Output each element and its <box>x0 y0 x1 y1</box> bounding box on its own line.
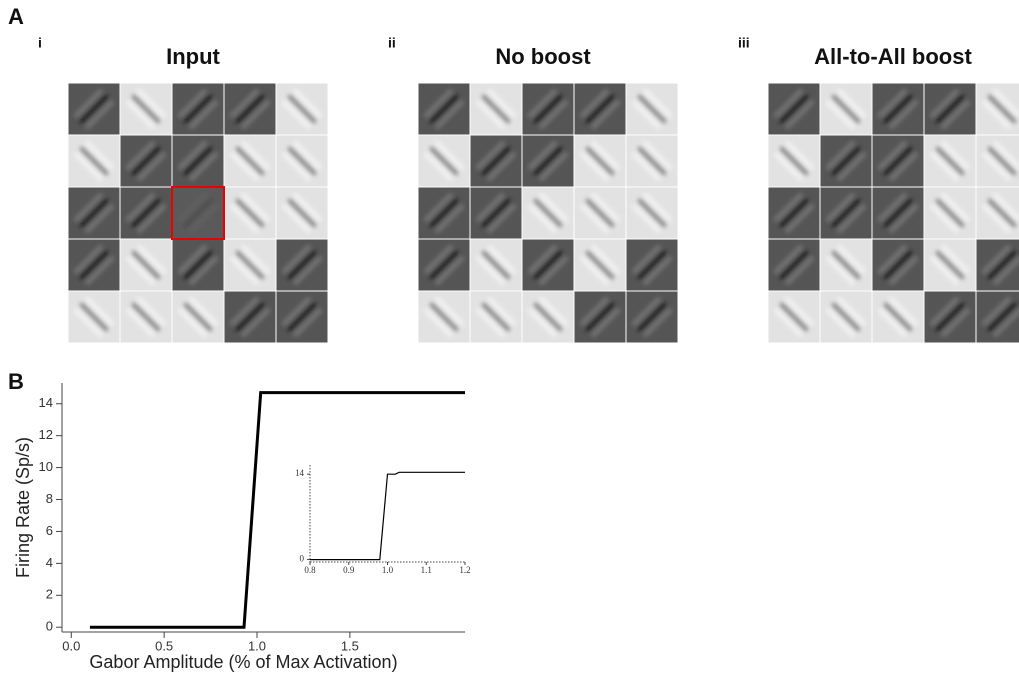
x-tick-label: 1.1 <box>421 565 432 575</box>
y-tick-label: 0 <box>46 619 53 634</box>
panel-numeral: i <box>38 35 42 51</box>
x-tick-label: 0.9 <box>343 565 355 575</box>
y-tick-label: 14 <box>295 468 305 478</box>
y-tick-label: 4 <box>46 555 53 570</box>
y-tick-label: 8 <box>46 491 53 506</box>
x-tick-label: 0.8 <box>304 565 316 575</box>
gabor-grid <box>768 83 1019 343</box>
y-tick-label: 10 <box>39 459 53 474</box>
panel-label: A <box>8 4 24 29</box>
x-tick-label: 0.0 <box>62 638 80 653</box>
panel-label: B <box>8 369 24 394</box>
panel-numeral: ii <box>388 35 396 51</box>
x-tick-label: 1.2 <box>459 565 470 575</box>
figure: A B i Input ii No boost iii All-to-All boost 0… <box>0 0 1019 678</box>
line <box>310 472 465 559</box>
line <box>90 393 465 628</box>
grid-title: All-to-All boost <box>814 44 972 69</box>
y-axis-label: Firing Rate (Sp/s) <box>13 437 33 578</box>
y-tick-label: 2 <box>46 587 53 602</box>
grid-title: Input <box>166 44 220 69</box>
x-tick-label: 1.0 <box>382 565 394 575</box>
gabor-grid <box>418 83 678 343</box>
panel-numeral: iii <box>738 35 750 51</box>
y-tick-label: 12 <box>39 427 53 442</box>
y-tick-label: 14 <box>39 395 53 410</box>
y-tick-label: 6 <box>46 523 53 538</box>
grid-title: No boost <box>495 44 591 69</box>
y-tick-label: 0 <box>300 554 305 564</box>
x-axis-label: Gabor Amplitude (% of Max Activation) <box>89 652 397 672</box>
gabor-grid <box>68 83 328 343</box>
